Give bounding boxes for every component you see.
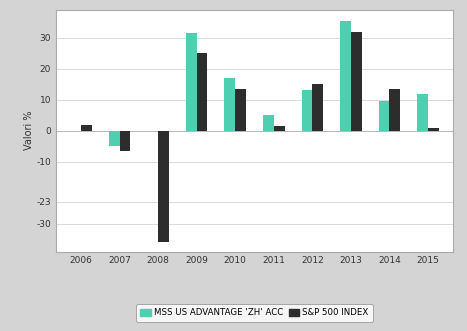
Bar [109,131,120,146]
Bar [186,33,197,131]
Legend: MSS US ADVANTAGE 'ZH' ACC, S&P 500 INDEX: MSS US ADVANTAGE 'ZH' ACC, S&P 500 INDEX [136,304,373,322]
Bar [312,84,323,131]
Bar [340,21,351,131]
Bar [158,131,169,242]
Bar [428,128,439,131]
Bar [417,94,428,131]
Bar [389,89,400,131]
Bar [302,90,312,131]
Bar [120,131,130,151]
Y-axis label: Valori %: Valori % [24,111,34,151]
Bar [197,53,207,131]
Bar [351,32,361,131]
Bar [81,124,92,131]
Bar [263,115,274,131]
Bar [235,89,246,131]
Bar [274,126,284,131]
Bar [225,78,235,131]
Bar [379,101,389,131]
